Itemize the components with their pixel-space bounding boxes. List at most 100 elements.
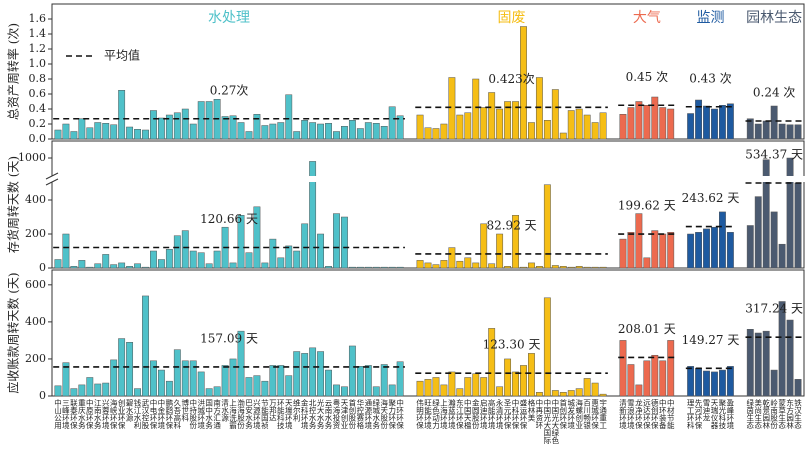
group-title: 固废 — [498, 10, 526, 26]
bar — [567, 266, 575, 269]
bar — [325, 123, 332, 140]
legend-label: 平均值 — [104, 48, 140, 63]
bar — [778, 243, 786, 269]
x-tick-label: 绿色动力 — [431, 399, 440, 431]
bar — [583, 114, 591, 140]
bar — [142, 266, 149, 269]
bar — [237, 215, 245, 269]
x-tick-label: 上海洗霸 — [228, 399, 237, 431]
x-tick-label: 盛运环保 — [519, 398, 528, 431]
bar — [543, 120, 551, 140]
bar — [388, 384, 396, 397]
x-tick-label: 中国天楹 — [463, 398, 472, 431]
bar — [333, 213, 340, 269]
x-tick-label: 中环环保 — [395, 398, 404, 431]
bar — [118, 90, 126, 140]
bar — [237, 122, 245, 140]
bar — [277, 122, 285, 140]
bar — [559, 266, 567, 269]
bar — [488, 263, 496, 269]
x-tick-label: 启迪环境 — [479, 398, 488, 431]
bar — [472, 262, 480, 269]
bar — [424, 127, 432, 140]
bar — [341, 126, 348, 140]
bar — [309, 347, 317, 397]
bar — [94, 122, 102, 140]
bar — [416, 380, 424, 397]
x-tick-label: 永清环境 — [495, 398, 504, 431]
x-tick-label: 海峡环保 — [109, 398, 118, 431]
x-tick-label: 清水源 — [220, 398, 229, 423]
bar — [432, 264, 440, 269]
mean-label: 243.62 天 — [682, 191, 740, 205]
x-tick-label: 高能环境 — [487, 398, 496, 431]
bar — [181, 360, 189, 397]
bar — [762, 330, 770, 397]
bar — [173, 235, 181, 269]
x-tick-label: 旺能环境 — [423, 399, 432, 431]
bar — [269, 365, 277, 397]
bar — [535, 392, 543, 397]
x-tick-label: 兴源环境 — [252, 399, 261, 431]
bar — [575, 108, 583, 140]
x-tick-label: 岭南股份 — [769, 398, 778, 431]
y-tick-label: 0.8 — [29, 72, 47, 85]
bar — [356, 266, 364, 269]
bar — [543, 297, 551, 397]
bar — [619, 340, 627, 397]
x-tick-label: 惠城环保 — [590, 398, 599, 431]
bar — [456, 114, 464, 140]
bar — [285, 245, 293, 269]
bar — [520, 266, 527, 269]
bar — [543, 184, 551, 269]
x-tick-label: 久吾高科 — [173, 398, 182, 431]
x-tick-label: 首创股份 — [348, 398, 357, 431]
bar — [703, 105, 710, 140]
bar — [703, 228, 710, 269]
bar — [380, 126, 388, 140]
x-tick-label: 伟明环保 — [415, 398, 424, 431]
bar — [261, 125, 269, 140]
x-tick-label: 百川畅银 — [582, 399, 591, 431]
y-tick-label: 0.6 — [29, 87, 47, 100]
bar — [424, 379, 432, 397]
bar — [229, 262, 237, 269]
bar — [567, 110, 575, 140]
bar — [762, 120, 770, 140]
bar — [504, 101, 512, 140]
axis-break — [46, 176, 806, 182]
bar — [301, 223, 309, 269]
bar — [440, 123, 448, 140]
bar — [126, 342, 134, 397]
bar — [416, 114, 424, 140]
bar — [388, 106, 396, 140]
bar — [504, 358, 512, 397]
bar — [78, 260, 86, 269]
bar — [651, 230, 659, 269]
bar — [667, 340, 675, 397]
bar — [496, 386, 504, 397]
bar — [221, 116, 229, 140]
bar — [54, 129, 62, 140]
bar — [333, 131, 340, 140]
bar — [277, 257, 285, 269]
x-tick-label: 巴安水务 — [244, 399, 253, 431]
x-tick-label: 中环装备 — [658, 398, 667, 431]
bar — [94, 383, 102, 397]
x-tick-label: 碧水源 — [125, 398, 134, 423]
bar — [643, 360, 651, 397]
bar — [754, 123, 762, 140]
x-tick-label: 金科环境 — [300, 398, 309, 431]
y-tick-label: 1.0 — [29, 57, 47, 70]
bar — [520, 365, 527, 397]
bar — [213, 250, 221, 269]
bar — [309, 122, 317, 140]
bar — [726, 103, 734, 140]
bar — [245, 131, 253, 140]
bar — [627, 107, 635, 140]
bar — [551, 89, 559, 140]
bar — [333, 384, 340, 397]
bar — [396, 266, 404, 269]
x-tick-label: 洪城环境 — [196, 398, 205, 431]
